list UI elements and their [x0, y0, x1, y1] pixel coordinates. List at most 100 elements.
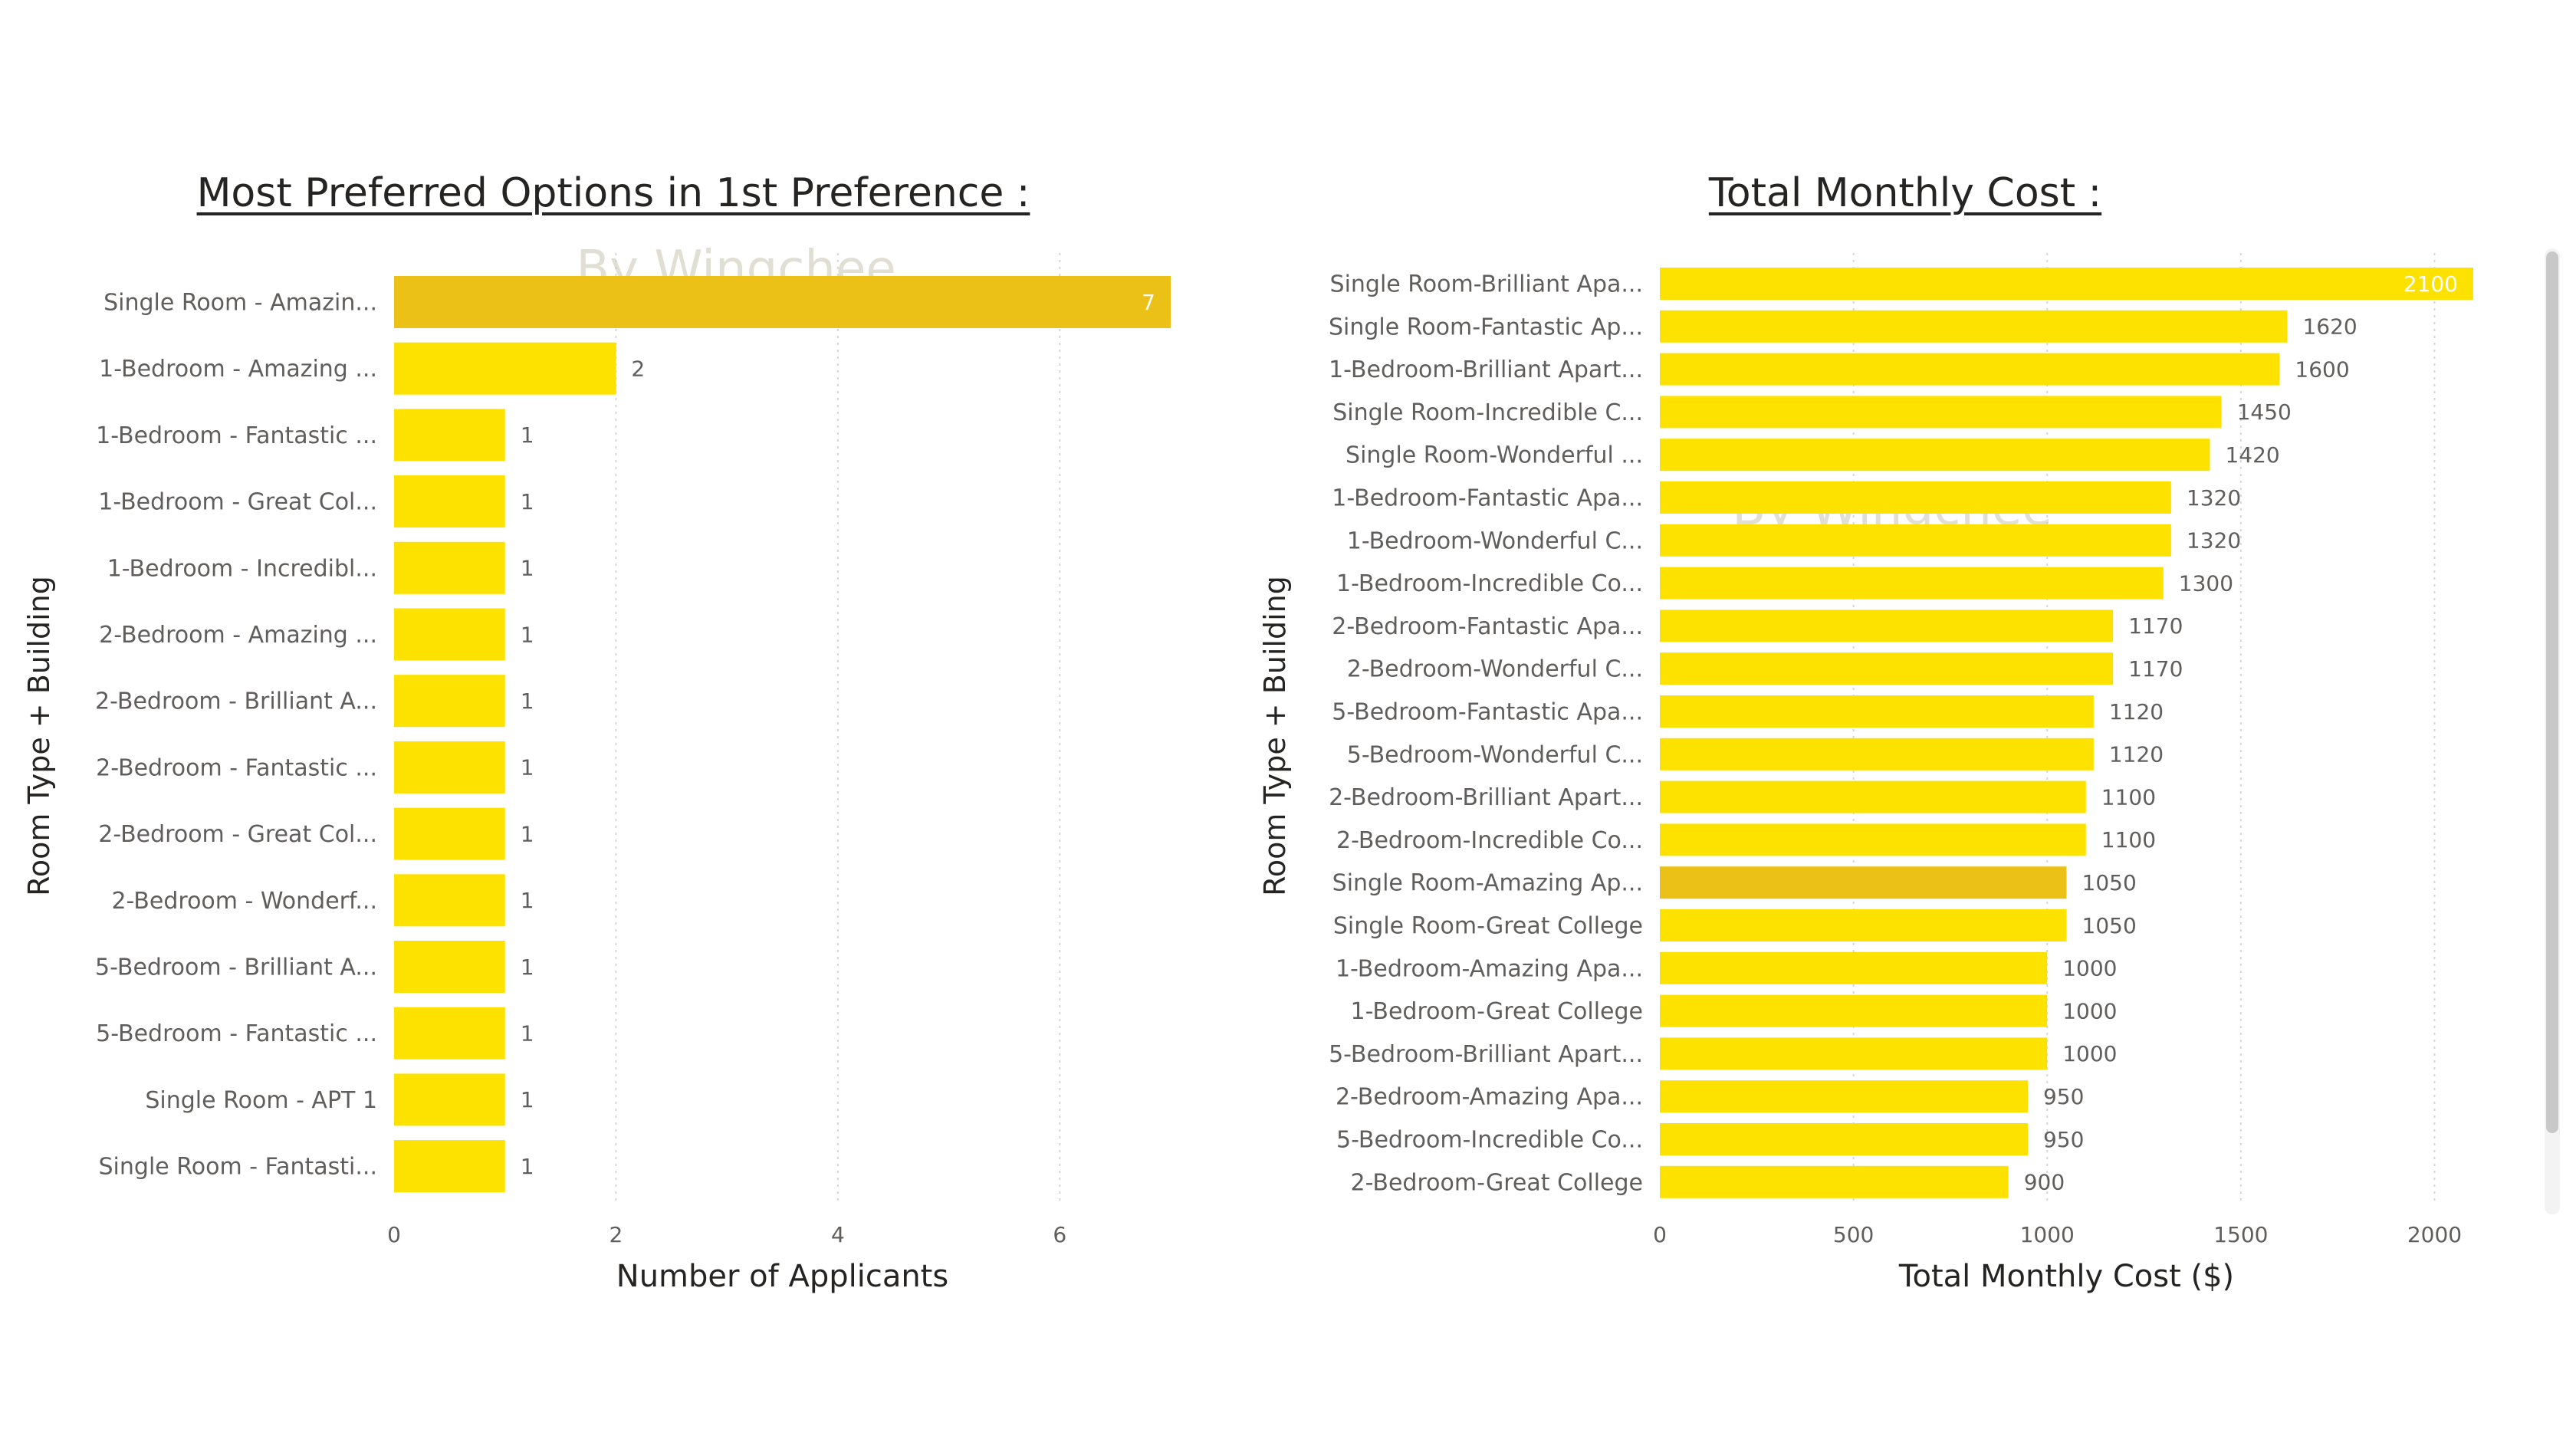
preference-data-label: 1 [521, 622, 534, 647]
cost-category-label: 1-Bedroom-Great College [1351, 998, 1643, 1025]
preference-bar [394, 342, 616, 395]
cost-bar [1660, 994, 2048, 1027]
preference-bar [394, 1007, 505, 1060]
preference-data-label: 1 [521, 688, 534, 714]
cost-data-label: 2100 [2404, 271, 2458, 297]
cost-data-label: 1320 [2187, 528, 2241, 554]
preference-data-label: 1 [521, 755, 534, 780]
cost-data-label: 1620 [2302, 314, 2357, 340]
cost-category-label: 2-Bedroom-Incredible Co... [1336, 827, 1643, 854]
preference-category-label: 2-Bedroom - Wonderf... [111, 888, 377, 915]
preference-bar [394, 608, 505, 661]
preference-data-label: 7 [1142, 290, 1155, 315]
cost-bar [1660, 823, 2086, 856]
preference-chart-title: Most Preferred Options in 1st Preference… [196, 170, 1030, 216]
cost-category-label: 1-Bedroom-Wonderful C... [1347, 527, 1643, 554]
cost-x-tick-label: 500 [1833, 1222, 1874, 1247]
preference-category-label: 5-Bedroom - Fantastic ... [96, 1020, 377, 1047]
preference-data-label: 2 [631, 356, 645, 382]
cost-category-label: 5-Bedroom-Incredible Co... [1336, 1127, 1643, 1154]
cost-data-label: 1170 [2128, 613, 2183, 639]
cost-category-label: Single Room-Brilliant Apa... [1330, 271, 1643, 298]
preference-bar [394, 874, 505, 927]
cost-bar [1660, 439, 2210, 472]
cost-data-label: 1050 [2082, 913, 2137, 938]
cost-data-label: 1050 [2082, 870, 2137, 895]
cost-data-label: 1420 [2225, 442, 2279, 468]
preference-data-label: 1 [521, 821, 534, 846]
cost-bar [1660, 866, 2067, 899]
cost-category-label: 2-Bedroom-Fantastic Apa... [1332, 613, 1643, 640]
preference-category-label: Single Room - Fantasti... [99, 1154, 377, 1181]
cost-category-label: 2-Bedroom-Brilliant Apart... [1329, 784, 1643, 811]
cost-category-label: Single Room-Wonderful ... [1346, 442, 1643, 469]
cost-data-label: 950 [2043, 1127, 2084, 1152]
preference-bar [394, 741, 505, 794]
cost-data-label: 1000 [2062, 998, 2117, 1024]
cost-bar [1660, 268, 2473, 300]
cost-bar [1660, 652, 2114, 685]
cost-category-label: 1-Bedroom-Fantastic Apa... [1332, 485, 1643, 512]
cost-x-tick-label: 2000 [2407, 1222, 2462, 1247]
cost-x-axis-title: Total Monthly Cost ($) [1898, 1259, 2234, 1294]
cost-data-label: 950 [2043, 1084, 2084, 1109]
cost-bar [1660, 567, 2164, 600]
cost-data-label: 900 [2024, 1170, 2065, 1195]
cost-x-tick-label: 1000 [2020, 1222, 2075, 1247]
cost-category-label: 5-Bedroom-Fantastic Apa... [1332, 699, 1643, 726]
preference-x-tick-label: 0 [387, 1222, 401, 1247]
cost-bar [1660, 738, 2094, 770]
preference-category-label: 2-Bedroom - Amazing ... [99, 622, 377, 649]
preference-bar [394, 941, 505, 993]
preference-data-label: 1 [521, 556, 534, 581]
cost-bar [1660, 610, 2114, 642]
cost-category-label: Single Room-Fantastic Ap... [1329, 314, 1643, 340]
cost-data-label: 1320 [2187, 485, 2241, 511]
cost-data-label: 1000 [2062, 956, 2117, 981]
preference-data-label: 1 [521, 1087, 534, 1112]
preference-x-tick-label: 2 [610, 1222, 623, 1247]
cost-category-label: 2-Bedroom-Great College [1351, 1169, 1643, 1196]
cost-category-label: 2-Bedroom-Wonderful C... [1347, 656, 1643, 683]
preference-category-label: 2-Bedroom - Brilliant A... [95, 688, 377, 715]
preference-data-label: 1 [521, 1154, 534, 1179]
cost-data-label: 1000 [2062, 1041, 2117, 1066]
preference-x-tick-label: 6 [1053, 1222, 1066, 1247]
cost-bar [1660, 524, 2171, 557]
preference-bar [394, 1140, 505, 1193]
cost-x-tick-label: 1500 [2213, 1222, 2268, 1247]
preference-category-label: Single Room - APT 1 [145, 1087, 377, 1114]
cost-bar [1660, 310, 2288, 343]
cost-bar [1660, 780, 2086, 813]
cost-bar [1660, 1165, 2009, 1198]
preference-category-label: 2-Bedroom - Great Col... [98, 821, 377, 848]
preference-bar [394, 1073, 505, 1126]
cost-bar [1660, 1037, 2048, 1070]
preference-y-axis-title: Room Type + Building [22, 576, 56, 896]
cost-data-label: 1120 [2109, 742, 2164, 767]
cost-category-label: 1-Bedroom-Amazing Apa... [1336, 955, 1643, 982]
cost-x-tick-label: 0 [1653, 1222, 1667, 1247]
cost-data-label: 1600 [2295, 356, 2349, 382]
preference-data-label: 1 [521, 489, 534, 514]
cost-data-label: 1100 [2101, 827, 2156, 853]
preference-data-label: 1 [521, 955, 534, 980]
preference-category-label: 1-Bedroom - Great Col... [98, 489, 377, 516]
cost-bar [1660, 695, 2094, 728]
cost-data-label: 1170 [2128, 656, 2183, 682]
preference-category-label: 1-Bedroom - Amazing ... [99, 356, 377, 383]
cost-bar [1660, 951, 2048, 984]
preference-x-tick-label: 4 [831, 1222, 845, 1247]
preference-bar [394, 807, 505, 860]
cost-bar [1660, 481, 2171, 514]
preference-category-label: 1-Bedroom - Incredibl... [107, 555, 377, 582]
preference-bar [394, 276, 1171, 328]
cost-bar [1660, 1080, 2028, 1113]
cost-category-label: 5-Bedroom-Wonderful C... [1347, 741, 1643, 768]
preference-bar [394, 409, 505, 462]
preference-data-label: 1 [521, 1021, 534, 1046]
cost-chart-scrollbar-thumb[interactable] [2546, 251, 2558, 1133]
cost-chart-title: Total Monthly Cost : [1708, 170, 2102, 216]
